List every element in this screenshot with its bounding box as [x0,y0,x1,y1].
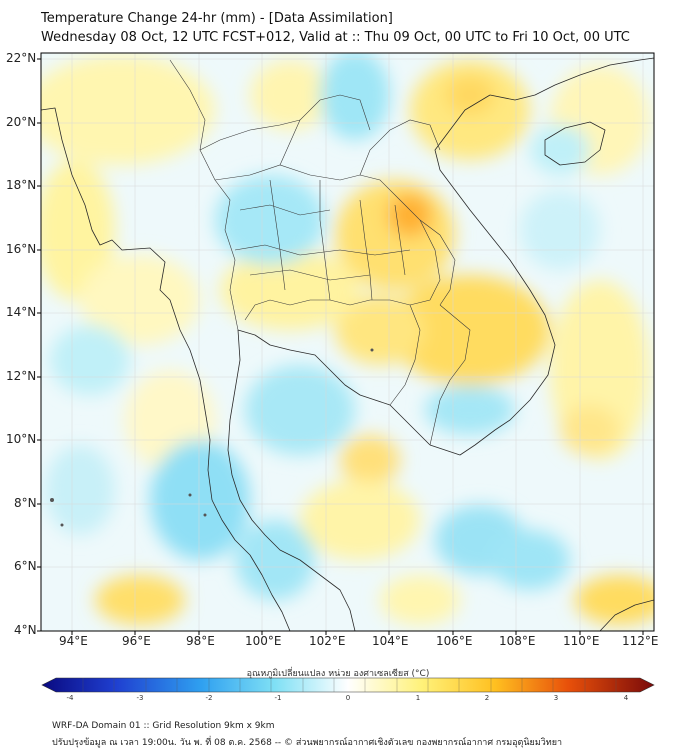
colorbar [41,677,655,693]
lat-label-6n: 6°N [14,559,37,573]
lat-label-20n: 20°N [6,115,37,129]
axis-ticks [37,58,644,635]
colorbar-tick: 4 [623,694,629,702]
lon-label-110e: 110°E [563,634,600,648]
lat-label-14n: 14°N [6,305,37,319]
lat-label-4n: 4°N [14,623,37,637]
map-title: Temperature Change 24-hr (mm) - [Data As… [41,11,393,26]
colorbar-bar [41,677,655,693]
colorbar-divisions [82,678,617,692]
lat-label-10n: 10°N [6,432,37,446]
lon-label-112e: 112°E [622,634,659,648]
country-borders [169,59,471,446]
lat-label-16n: 16°N [6,242,37,256]
colorbar-tick: -4 [66,694,74,702]
graticule [41,53,654,631]
colorbar-tick: -2 [205,694,213,702]
footer-credit: ปรับปรุงข้อมูล ณ เวลา 19:00น. วัน พ. ที่… [52,738,563,748]
lat-label-8n: 8°N [14,496,37,510]
lon-label-98e: 98°E [186,634,215,648]
colorbar-tick: -1 [274,694,282,702]
lat-label-22n: 22°N [6,51,37,65]
coastlines [41,57,654,631]
lon-label-102e: 102°E [309,634,346,648]
colorbar-tick: 1 [415,694,421,702]
lon-label-104e: 104°E [372,634,409,648]
lon-label-96e: 96°E [122,634,151,648]
map-subtitle: Wednesday 08 Oct, 12 UTC FCST+012, Valid… [41,30,630,45]
lon-label-94e: 94°E [59,634,88,648]
small-islands [50,348,374,527]
colorbar-tick: 3 [553,694,559,702]
colorbar-tick: -3 [136,694,144,702]
colorbar-tick: 0 [345,694,351,702]
plot-frame [40,52,655,632]
colorbar-tick: 2 [484,694,490,702]
temperature-field [41,53,654,631]
lon-label-100e: 100°E [245,634,282,648]
footer-model-info: WRF-DA Domain 01 :: Grid Resolution 9km … [52,721,275,731]
lat-label-18n: 18°N [6,178,37,192]
lon-label-106e: 106°E [436,634,473,648]
lat-label-12n: 12°N [6,369,37,383]
lon-label-108e: 108°E [499,634,536,648]
colorbar-title: อุณหภูมิเปลี่ยนแปลง หน่วย องศาเซลเซียส (… [246,669,430,679]
